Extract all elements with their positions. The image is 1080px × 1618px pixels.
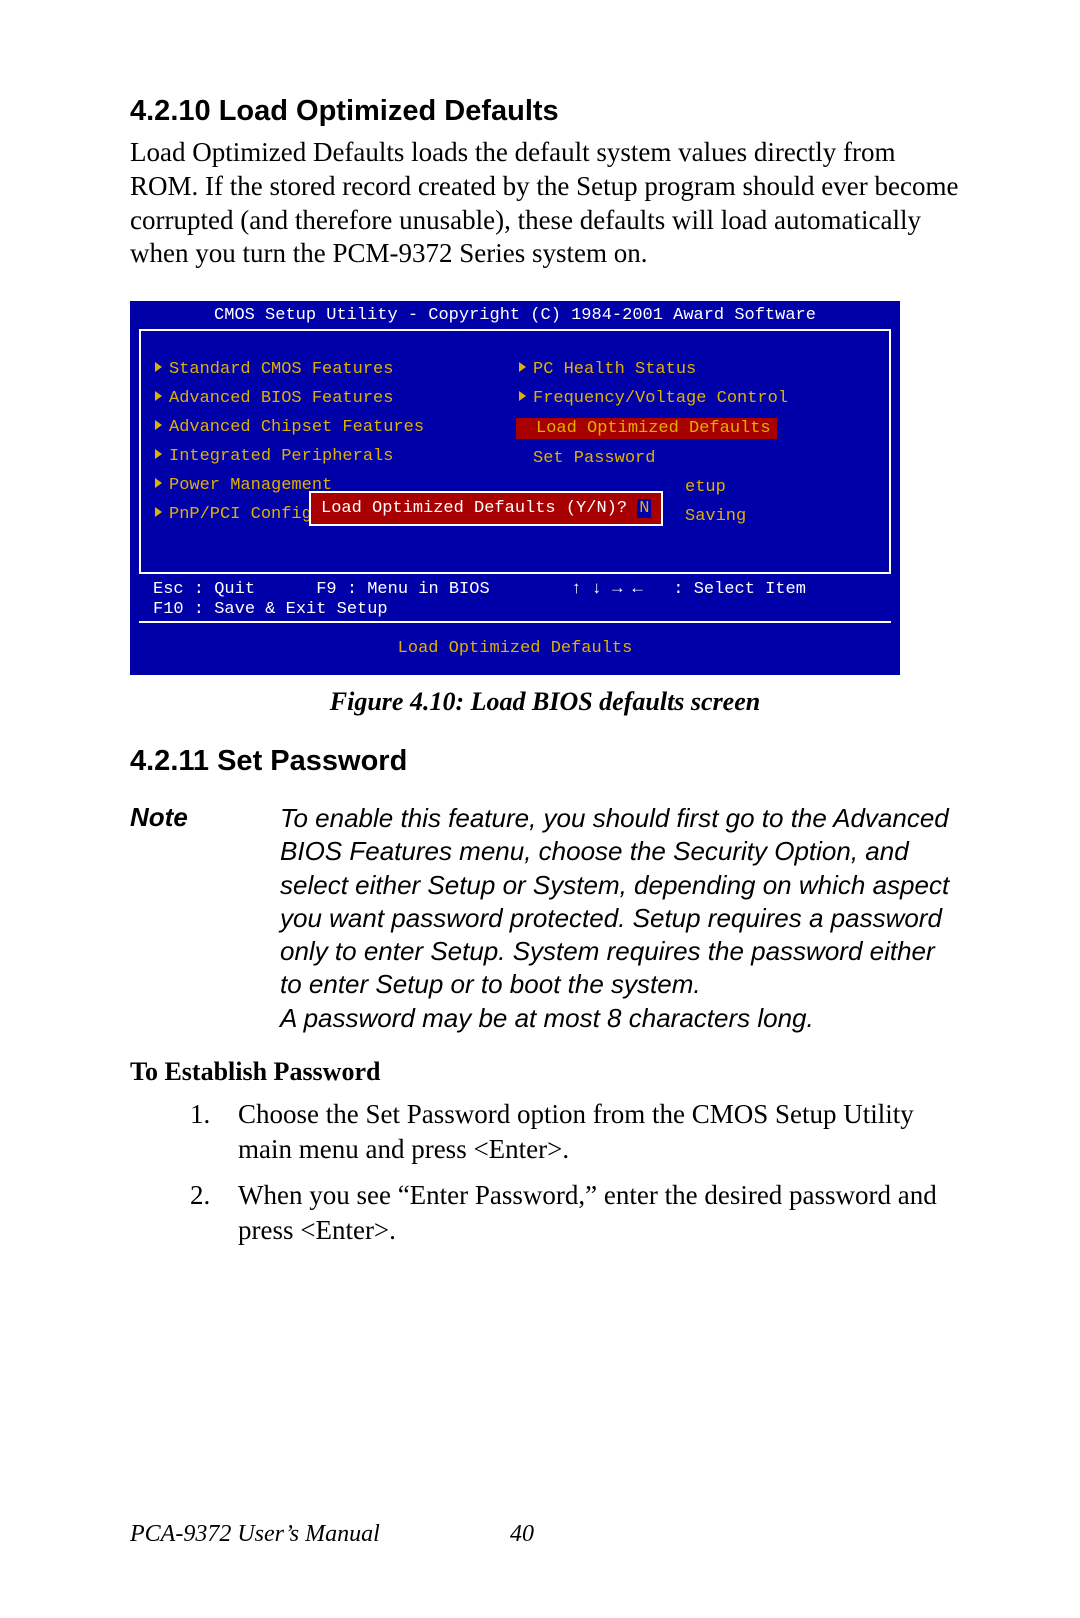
document-page: 4.2.10 Load Optimized Defaults Load Opti… [0,0,1080,1618]
menu-item-label: Advanced Chipset Features [169,418,424,437]
menu-item-label: etup [685,478,726,497]
menu-item-label: Integrated Peripherals [169,447,393,466]
list-number: 2. [190,1178,238,1247]
help-line: F10 : Save & Exit Setup [153,600,388,619]
footer-page-number: 40 [510,1521,534,1548]
menu-item[interactable]: Integrated Peripherals [151,444,515,473]
section-title: Load Optimized Defaults [219,95,559,127]
note-text-1: To enable this feature, you should first… [280,803,949,999]
dialog-default-value: N [637,499,651,518]
note-text-2: A password may be at most 8 characters l… [280,1003,814,1033]
section-number: 4.2.11 [130,745,209,777]
section-title: Set Password [217,745,407,777]
menu-item[interactable]: Standard CMOS Features [151,357,515,386]
note-block: Note To enable this feature, you should … [130,802,960,1035]
menu-item-label: Set Password [533,449,655,468]
dialog-prompt: Load Optimized Defaults (Y/N)? [321,499,637,518]
list-item: 1. Choose the Set Password option from t… [190,1097,960,1166]
triangle-icon [155,362,162,372]
subheading: To Establish Password [130,1057,960,1087]
bios-menu-panel: Standard CMOS Features Advanced BIOS Fea… [139,329,891,574]
triangle-icon [155,478,162,488]
triangle-icon [155,507,162,517]
note-label: Note [130,802,280,1035]
section-heading-1: 4.2.10 Load Optimized Defaults [130,95,960,128]
list-text: Choose the Set Password option from the … [238,1097,960,1166]
triangle-icon [519,391,526,401]
confirm-dialog[interactable]: Load Optimized Defaults (Y/N)? N [309,491,663,526]
help-line: Esc : Quit F9 : Menu in BIOS ↑ ↓ → ← : S… [153,580,806,599]
list-item: 2. When you see “Enter Password,” enter … [190,1178,960,1247]
triangle-icon [155,449,162,459]
menu-item[interactable]: Frequency/Voltage Control [515,386,879,415]
menu-item-label: Frequency/Voltage Control [533,389,788,408]
menu-item[interactable]: Set Password [515,446,879,475]
highlight-bg: Load Optimized Defaults [516,418,777,439]
menu-item-label: Load Optimized Defaults [536,419,771,438]
list-text: When you see “Enter Password,” enter the… [238,1178,960,1247]
menu-item-selected[interactable]: Load Optimized Defaults [515,415,879,446]
triangle-icon [519,362,526,372]
menu-item-label: PC Health Status [533,360,696,379]
menu-item-label: Advanced BIOS Features [169,389,393,408]
menu-item-label: Saving [685,507,746,526]
list-number: 1. [190,1097,238,1166]
menu-item-label: Power Management [169,476,332,495]
bios-window: CMOS Setup Utility - Copyright (C) 1984-… [130,301,900,675]
section-number: 4.2.10 [130,95,211,127]
menu-item-label: Standard CMOS Features [169,360,393,379]
triangle-icon [155,391,162,401]
menu-item[interactable]: PC Health Status [515,357,879,386]
note-body: To enable this feature, you should first… [280,802,960,1035]
bios-help-bar: Esc : Quit F9 : Menu in BIOS ↑ ↓ → ← : S… [139,576,891,621]
bios-title-bar: CMOS Setup Utility - Copyright (C) 1984-… [133,304,897,329]
ordered-list: 1. Choose the Set Password option from t… [190,1097,960,1247]
bios-screenshot: CMOS Setup Utility - Copyright (C) 1984-… [130,301,960,675]
menu-item[interactable]: Advanced BIOS Features [151,386,515,415]
triangle-icon [155,420,162,430]
footer-manual-name: PCA-9372 User’s Manual [130,1521,380,1548]
section-heading-2: 4.2.11 Set Password [130,745,960,778]
section-paragraph: Load Optimized Defaults loads the defaul… [130,136,960,271]
menu-item[interactable]: Advanced Chipset Features [151,415,515,444]
figure-caption: Figure 4.10: Load BIOS defaults screen [130,687,960,717]
bios-footer-hint: Load Optimized Defaults [133,623,897,672]
